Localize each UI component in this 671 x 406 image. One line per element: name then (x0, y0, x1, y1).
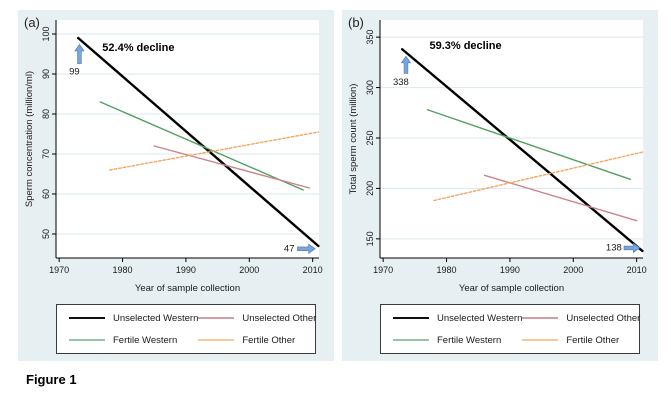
legend-item-label: Unselected Western (113, 312, 199, 324)
legend-item-label: Fertile Western (113, 334, 178, 346)
svg-text:300: 300 (365, 80, 375, 95)
panel-label-b: (b) (348, 15, 364, 30)
chart-panel-b: (b) 150 200 250 300 350 1970 1980 1990 2000 2010 Y… (342, 10, 658, 361)
svg-text:Year of sample collection: Year of sample collection (135, 283, 240, 294)
legend-item-unselected-western: Unselected Western (393, 307, 522, 329)
svg-text:47: 47 (284, 243, 295, 254)
svg-text:52.4% decline: 52.4% decline (102, 42, 174, 54)
svg-text:50: 50 (41, 229, 51, 239)
svg-text:138: 138 (606, 242, 622, 253)
legend-item-unselected-other: Unselected Other (522, 307, 640, 329)
svg-text:70: 70 (41, 149, 51, 159)
chart-b-plot-area: 150 200 250 300 350 1970 1980 1990 2000 2010 Year … (348, 20, 647, 294)
legend-item-label: Fertile Other (566, 334, 620, 346)
chart-panel-a: (a) 50 60 70 80 90 100 1970 1980 1990 2000 2010 Yea… (18, 10, 334, 361)
svg-text:1990: 1990 (500, 265, 520, 275)
svg-text:2010: 2010 (303, 265, 323, 275)
svg-text:350: 350 (365, 30, 375, 45)
svg-text:60: 60 (41, 189, 51, 199)
svg-text:200: 200 (365, 181, 375, 196)
legend-item-label: Unselected Other (566, 312, 641, 324)
legend-line-swatch (522, 339, 559, 341)
svg-text:90: 90 (41, 69, 51, 79)
svg-text:80: 80 (41, 109, 51, 119)
legend-line-swatch (522, 317, 559, 319)
svg-text:Year of sample collection: Year of sample collection (459, 283, 564, 294)
svg-text:250: 250 (365, 130, 375, 145)
svg-text:338: 338 (393, 77, 409, 88)
legend-line-swatch (393, 316, 429, 320)
svg-text:1970: 1970 (49, 265, 69, 275)
svg-text:1970: 1970 (373, 265, 393, 275)
svg-text:1980: 1980 (437, 265, 457, 275)
legend-line-swatch (198, 317, 235, 319)
legend-item-label: Unselected Other (242, 312, 317, 324)
legend-line-swatch (69, 339, 105, 341)
legend-item-fertile-western: Fertile Western (393, 329, 522, 351)
legend-b: Unselected Western Unselected Other Fert… (380, 304, 640, 354)
figure-caption: Figure 1 (26, 372, 77, 387)
legend-item-label: Fertile Other (242, 334, 296, 346)
legend-item-fertile-other: Fertile Other (522, 329, 640, 351)
svg-text:Total sperm count (million): Total sperm count (million) (348, 84, 359, 195)
svg-text:99: 99 (69, 67, 80, 78)
legend-item-fertile-western: Fertile Western (69, 329, 198, 351)
legend-line-swatch (69, 316, 105, 320)
svg-text:2000: 2000 (239, 265, 259, 275)
legend-line-swatch (393, 339, 429, 341)
chart-a-plot-area: 50 60 70 80 90 100 1970 1980 1990 2000 2010 Year of… (24, 20, 323, 294)
svg-text:1980: 1980 (113, 265, 133, 275)
legend-a: Unselected Western Unselected Other Fert… (56, 304, 316, 354)
legend-item-fertile-other: Fertile Other (198, 329, 316, 351)
legend-line-swatch (198, 339, 235, 341)
legend-item-unselected-other: Unselected Other (198, 307, 316, 329)
svg-text:150: 150 (365, 231, 375, 246)
svg-text:2000: 2000 (563, 265, 583, 275)
panel-label-a: (a) (24, 15, 40, 30)
legend-item-label: Fertile Western (437, 334, 502, 346)
legend-item-label: Unselected Western (437, 312, 523, 324)
legend-item-unselected-western: Unselected Western (69, 307, 198, 329)
svg-text:2010: 2010 (627, 265, 647, 275)
svg-text:1990: 1990 (176, 265, 196, 275)
svg-text:59.3% decline: 59.3% decline (429, 40, 501, 52)
svg-text:Sperm concentration (million/m: Sperm concentration (million/ml) (24, 71, 35, 207)
svg-text:100: 100 (41, 26, 51, 41)
